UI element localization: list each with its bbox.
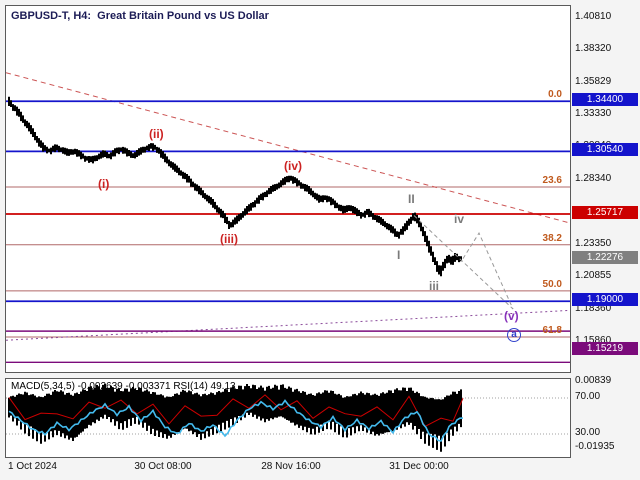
projection-impulse-line <box>413 215 514 310</box>
price-level-badge: 1.34400 <box>572 93 638 107</box>
time-axis-label: 1 Oct 2024 <box>8 461 57 472</box>
rsi-line <box>8 399 464 442</box>
time-axis-label: 31 Dec 00:00 <box>389 461 449 472</box>
indicator-axis-label: 70.00 <box>575 391 601 402</box>
price-level-badge: 1.25717 <box>572 206 638 219</box>
wave-label: (i) <box>98 177 110 191</box>
price-level-badge: 1.22276 <box>572 250 638 264</box>
indicator-axis-label: 30.00 <box>575 427 601 438</box>
price-axis: 1.408101.383201.358291.333301.308401.283… <box>572 0 640 480</box>
wave-label: a <box>507 328 521 342</box>
time-axis-label: 28 Nov 16:00 <box>261 461 321 472</box>
price-axis-label: 1.40810 <box>575 11 612 22</box>
fib-percentage-label: 38.2 <box>542 232 562 244</box>
trendline-descending-resistance <box>6 72 570 224</box>
price-axis-label: 1.38320 <box>575 43 612 55</box>
wave-label: II <box>408 192 415 206</box>
price-chart-canvas[interactable] <box>6 6 570 372</box>
wave-label: iii <box>429 279 440 293</box>
wave-label: iv <box>454 212 465 226</box>
fib-percentage-label: 61.8 <box>542 324 562 336</box>
fib-percentage-label: 50.0 <box>542 278 562 290</box>
wave-label: (ii) <box>149 127 164 141</box>
candlestick-series <box>8 96 462 277</box>
price-level-badge: 1.30540 <box>572 143 638 157</box>
price-axis-label: 1.15860 <box>575 335 612 347</box>
fib-percentage-label: 23.6 <box>542 174 562 186</box>
wave-label: (iii) <box>220 232 238 246</box>
indicator-canvas[interactable] <box>6 379 570 457</box>
wave-label: (iv) <box>284 159 302 173</box>
time-axis: 1 Oct 2024 30 Oct 08:00 28 Nov 16:00 31 Dec… <box>5 461 571 475</box>
fib-percentage-label: 0.0 <box>548 89 562 101</box>
price-axis-label: 1.28340 <box>575 172 612 184</box>
indicator-axis-label: 0.00839 <box>575 374 612 386</box>
macd-signal-line <box>8 394 464 428</box>
price-axis-label: 1.18360 <box>575 302 612 314</box>
macd-histogram <box>8 383 462 452</box>
projection-wave-path <box>462 232 514 310</box>
price-level-badge: 1.19000 <box>572 293 638 307</box>
chart-title: GBPUSD-T, H4: Great Britain Pound vs US … <box>11 10 269 22</box>
indicator-axis-label: -0.01935 <box>575 441 615 453</box>
price-axis-label: 1.33330 <box>575 108 612 120</box>
wave-label: (v) <box>504 309 519 323</box>
indicator-panel[interactable]: MACD(5,34,5) -0.002639 -0.003371 RSI(14)… <box>5 378 571 458</box>
time-axis-label: 30 Oct 08:00 <box>134 461 192 472</box>
trendline-ascending-dotted <box>6 309 570 341</box>
indicator-label: MACD(5,34,5) -0.002639 -0.003371 RSI(14)… <box>11 381 236 392</box>
price-level-badge: 1.15219 <box>572 342 638 356</box>
wave-label: I <box>397 248 401 262</box>
price-axis-label: 1.35829 <box>575 75 612 87</box>
price-axis-label: 1.20855 <box>575 270 612 282</box>
price-chart-panel[interactable]: GBPUSD-T, H4: Great Britain Pound vs US … <box>5 5 571 373</box>
price-axis-label: 1.23350 <box>575 237 612 249</box>
